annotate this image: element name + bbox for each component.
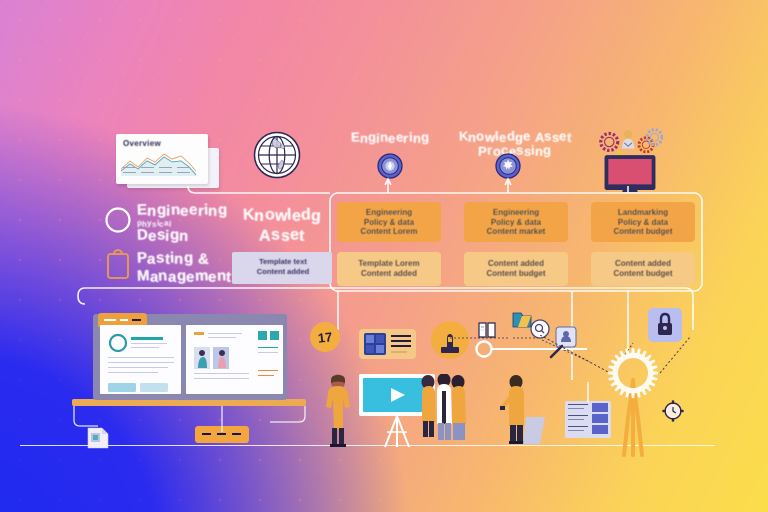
svg-text:17: 17 (317, 329, 333, 345)
